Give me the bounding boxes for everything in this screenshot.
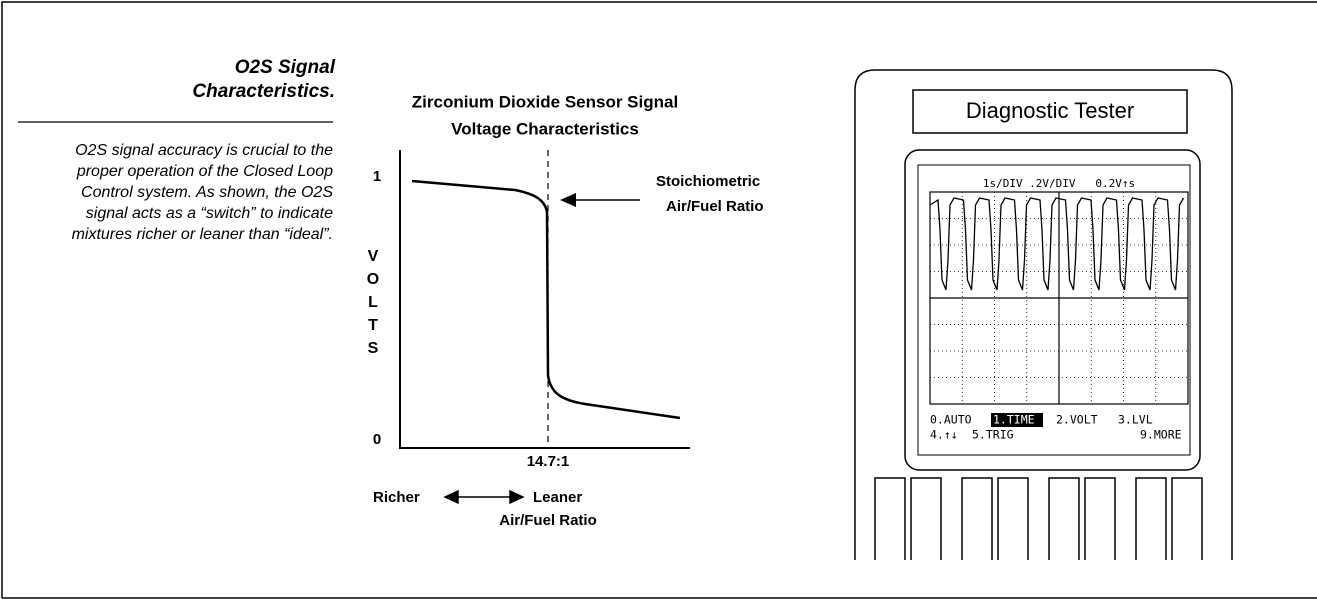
menu-item: 2.VOLT (1056, 413, 1098, 427)
scope-grid (930, 192, 1188, 404)
double-arrow (445, 491, 523, 503)
tester-title: Diagnostic Tester (966, 98, 1134, 123)
screen-header: 1s/DIV .2V/DIV 0.2V↑s (983, 177, 1135, 190)
button (1049, 478, 1079, 560)
button (998, 478, 1028, 560)
x-axis-label: Air/Fuel Ratio (499, 512, 597, 529)
button (962, 478, 992, 560)
buttons (875, 478, 1202, 560)
menu-item: 9.MORE (1140, 428, 1182, 442)
menu-item: 4.↑↓ (930, 428, 958, 442)
layout: O2S SignalCharacteristics. Zirconium Dio… (0, 0, 1317, 599)
button (911, 478, 941, 560)
signal-curve (412, 181, 680, 418)
waveform (930, 198, 1184, 290)
screen (918, 165, 1190, 455)
richer-label: Richer (373, 489, 420, 506)
menu-item: 1.TIME (993, 413, 1035, 427)
figure-title: Zirconium Dioxide Sensor Signal (412, 92, 678, 111)
menu-item: 5.TRIG (972, 428, 1014, 442)
button (1172, 478, 1202, 560)
figure-title: Voltage Characteristics (451, 119, 639, 138)
button (1136, 478, 1166, 560)
x-mark-label: 14.7:1 (527, 453, 570, 470)
y-tick-label: 0 (373, 431, 381, 448)
button (875, 478, 905, 560)
annotation: Stoichiometric (656, 173, 760, 190)
axes (400, 150, 690, 448)
menu-item: 3.LVL (1118, 413, 1153, 427)
button (1085, 478, 1115, 560)
arrow-head (560, 193, 576, 207)
menu-item: 0.AUTO (930, 413, 972, 427)
annotation: Air/Fuel Ratio (666, 198, 764, 215)
sidebar-text: O2S signal accuracy is crucial to the pr… (40, 140, 333, 245)
leaner-label: Leaner (533, 489, 582, 506)
y-axis-label: VOLTS (365, 245, 381, 360)
menu: 0.AUTO 1.TIME 2.VOLT 3.LVL 4.↑↓ 5.TRIG 9.MORE (930, 413, 1182, 442)
page: O2S SignalCharacteristics. Zirconium Dio… (0, 0, 1317, 599)
y-tick-label: 1 (373, 168, 381, 185)
